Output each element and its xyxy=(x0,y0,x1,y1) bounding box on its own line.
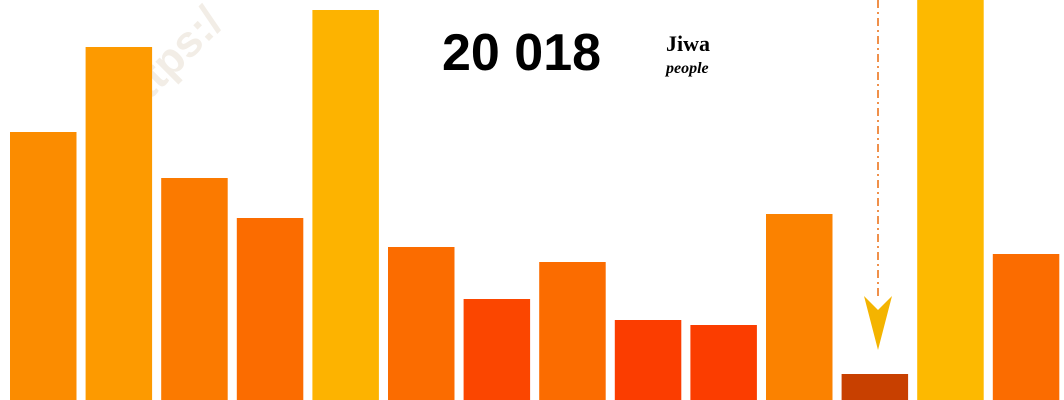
bar xyxy=(539,262,606,400)
bar xyxy=(463,299,531,400)
bar xyxy=(841,374,909,400)
bar xyxy=(312,10,379,400)
bar xyxy=(992,254,1060,400)
bar xyxy=(917,0,984,400)
bar xyxy=(85,47,153,400)
bar xyxy=(388,247,455,400)
pointer-arrow xyxy=(864,296,892,350)
bar xyxy=(766,214,833,400)
bar xyxy=(690,325,757,400)
bar xyxy=(614,320,682,400)
unit: Jiwa xyxy=(666,31,710,56)
unit-translation: people xyxy=(664,60,709,77)
bar xyxy=(10,132,77,400)
bar xyxy=(161,178,228,400)
headline: 20 018 xyxy=(442,24,601,82)
bar xyxy=(236,218,304,400)
